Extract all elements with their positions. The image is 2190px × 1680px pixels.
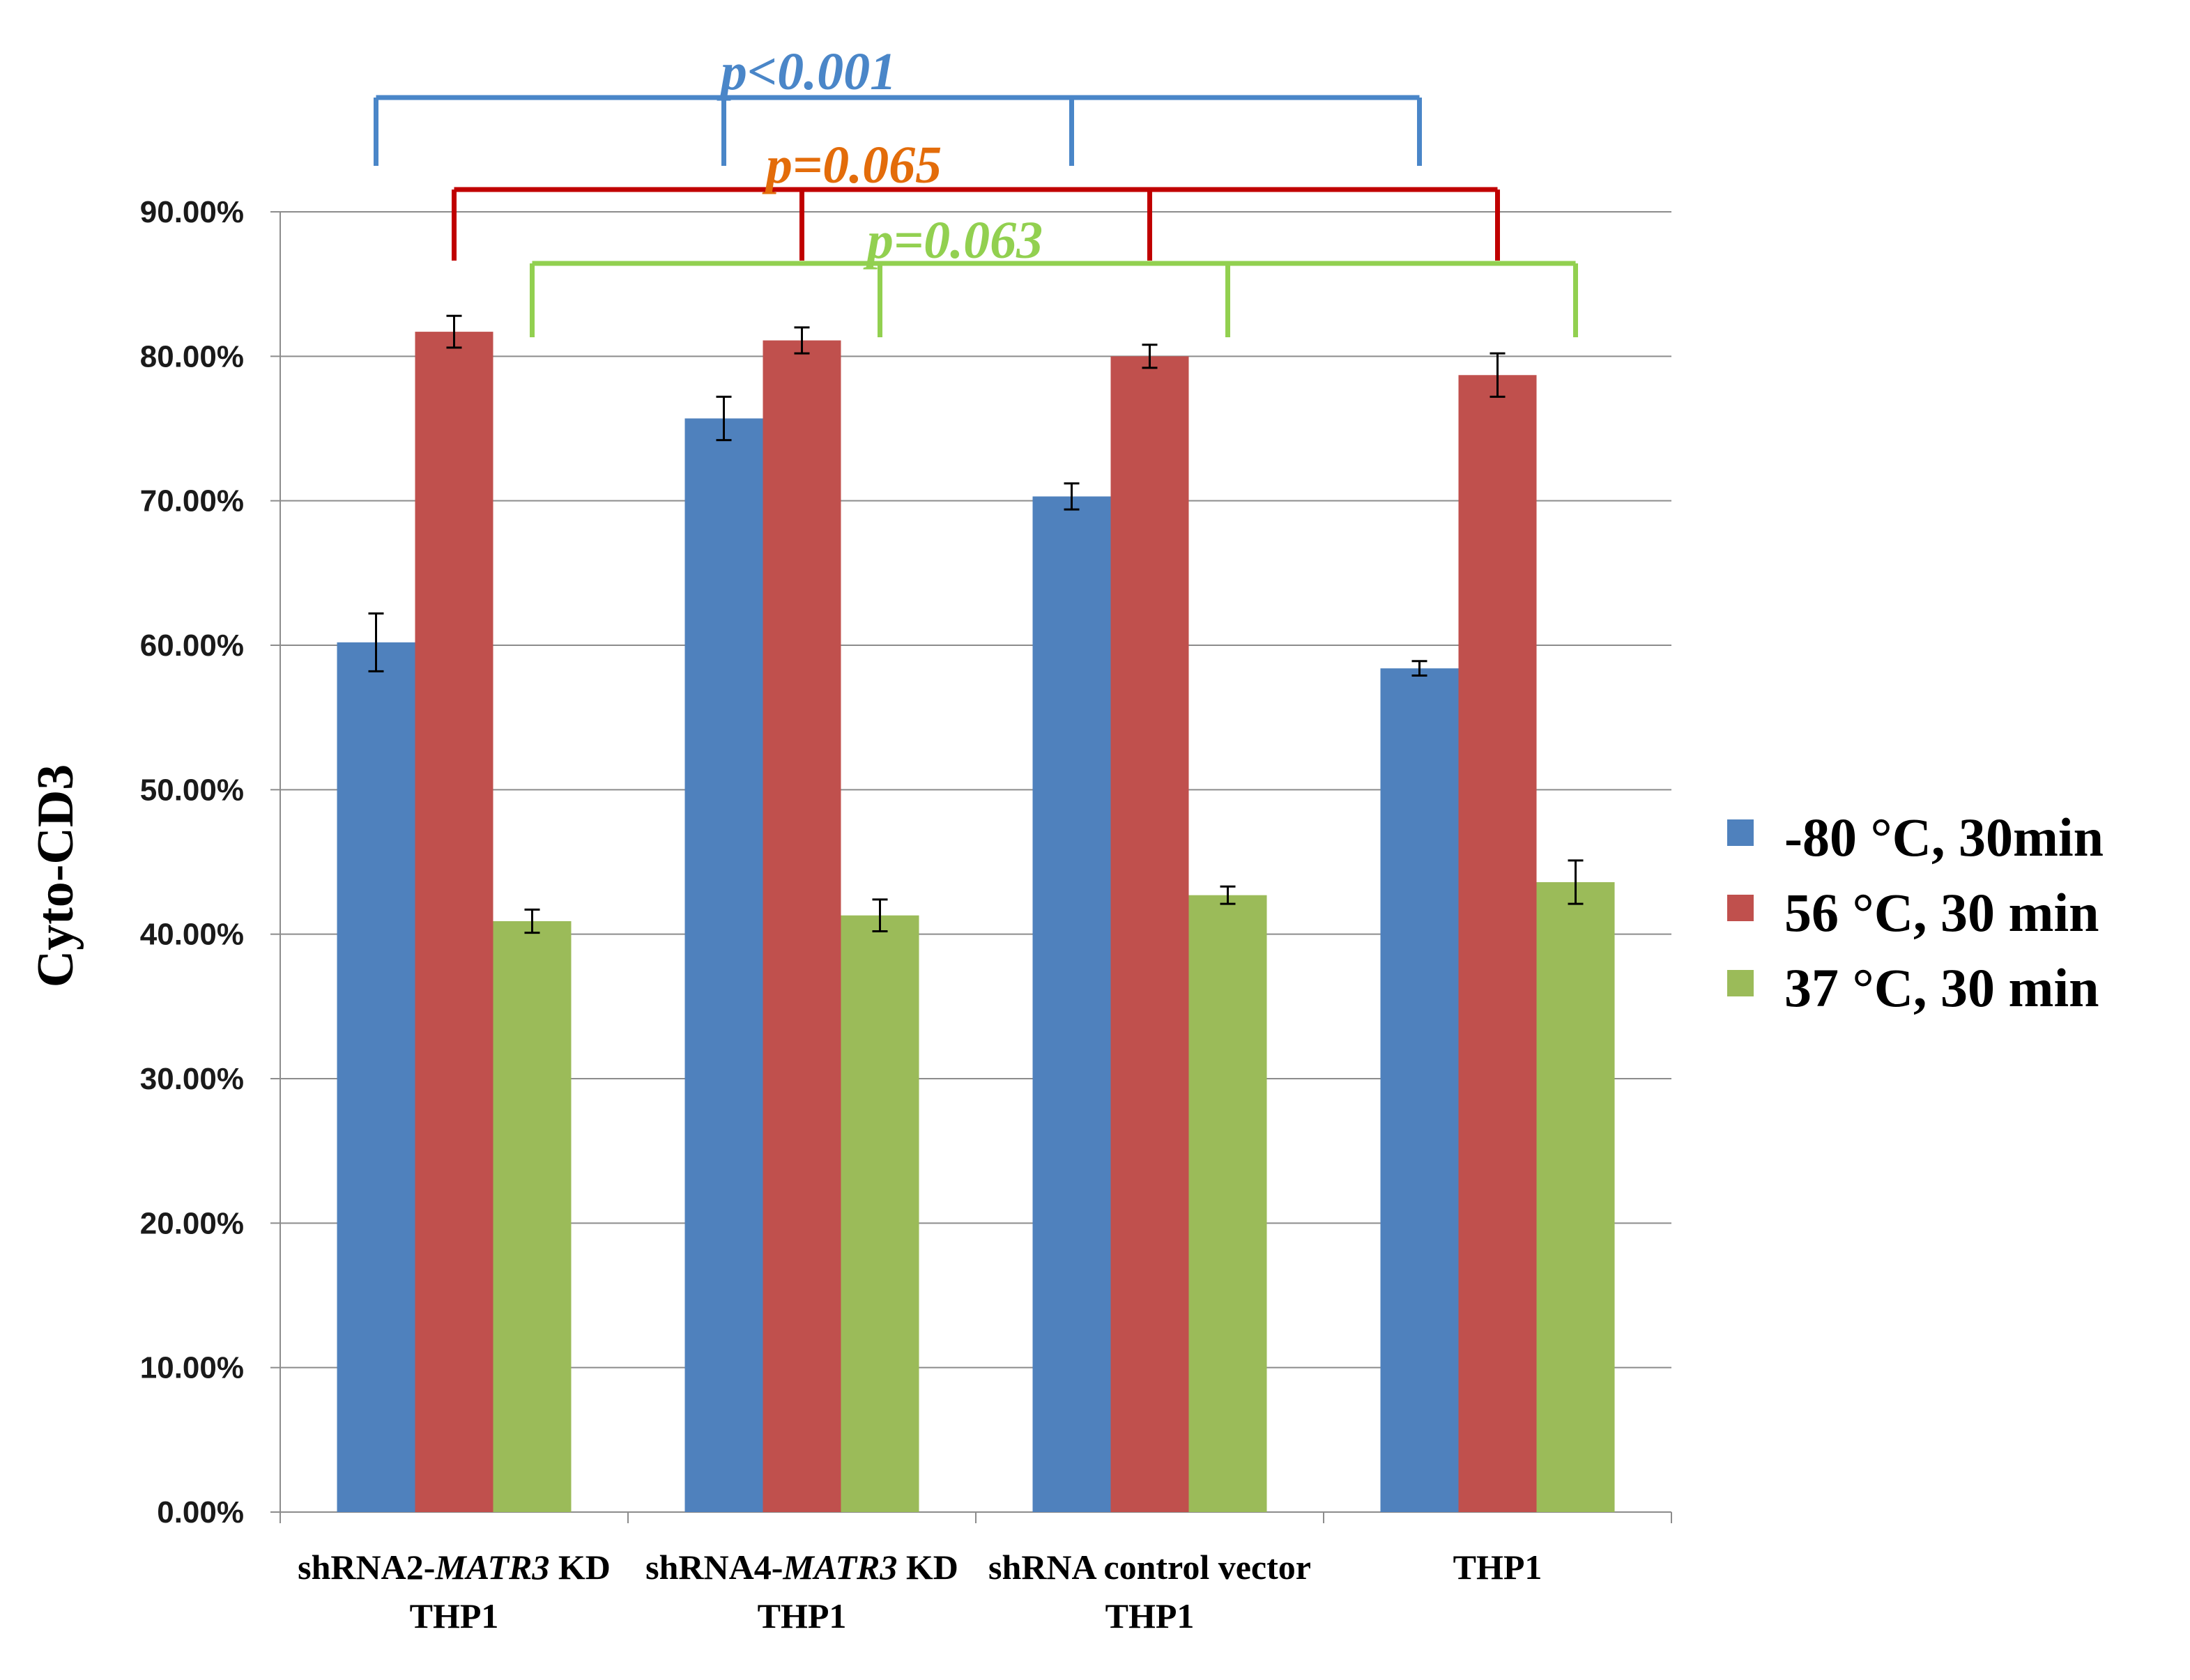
p-value-annotation: p=0.065	[762, 136, 942, 194]
x-category-label-part: shRNA4-	[645, 1548, 783, 1587]
y-tick-label: 70.00%	[140, 484, 244, 518]
p-value-annotation: p=0.063	[863, 211, 1043, 270]
y-axis-label: Cyto-CD3	[27, 764, 84, 988]
x-category-label-line2: THP1	[410, 1596, 499, 1635]
x-category-label-part: KD	[897, 1548, 958, 1587]
y-tick-label: 80.00%	[140, 339, 244, 373]
y-tick-label: 90.00%	[140, 195, 244, 229]
x-category-label-part: MATR3	[434, 1548, 549, 1587]
x-category-label-part: KD	[549, 1548, 611, 1587]
y-tick-label: 20.00%	[140, 1206, 244, 1240]
x-category-label: shRNA2-MATR3 KD	[298, 1548, 611, 1587]
bar	[415, 332, 493, 1512]
y-tick-label: 30.00%	[140, 1062, 244, 1096]
bar	[1380, 668, 1459, 1512]
x-category-label: THP1	[1453, 1548, 1542, 1587]
x-category-label-part: shRNA control vector	[988, 1548, 1311, 1587]
x-category-label: shRNA4-MATR3 KD	[645, 1548, 958, 1587]
y-tick-label: 0.00%	[157, 1495, 244, 1529]
x-category-label: shRNA control vector	[988, 1548, 1311, 1587]
x-category-label-part: MATR3	[782, 1548, 897, 1587]
bar	[763, 340, 841, 1513]
bar	[1110, 356, 1189, 1512]
bar	[493, 921, 572, 1512]
y-tick-label: 10.00%	[140, 1351, 244, 1385]
bar	[841, 915, 919, 1512]
legend-label: 37 °C, 30 min	[1784, 957, 2099, 1018]
x-category-label-part: THP1	[1453, 1548, 1542, 1587]
bar	[1536, 882, 1615, 1512]
x-category-label-line2: THP1	[758, 1596, 847, 1635]
y-tick-label: 60.00%	[140, 629, 244, 663]
legend-swatch	[1727, 895, 1754, 921]
legend-label: -80 °C, 30min	[1784, 807, 2104, 868]
x-category-label-line2: THP1	[1105, 1596, 1195, 1635]
bar	[1458, 375, 1537, 1513]
bar	[684, 418, 763, 1512]
legend-label: 56 °C, 30 min	[1784, 882, 2099, 943]
y-tick-label: 40.00%	[140, 918, 244, 952]
p-value-annotation: p<0.001	[717, 43, 896, 101]
y-tick-label: 50.00%	[140, 773, 244, 807]
bar	[1188, 895, 1267, 1512]
bar	[1032, 496, 1111, 1512]
x-category-label-part: shRNA2-	[298, 1548, 435, 1587]
legend-swatch	[1727, 819, 1754, 846]
legend-swatch	[1727, 970, 1754, 996]
bar	[337, 642, 415, 1513]
